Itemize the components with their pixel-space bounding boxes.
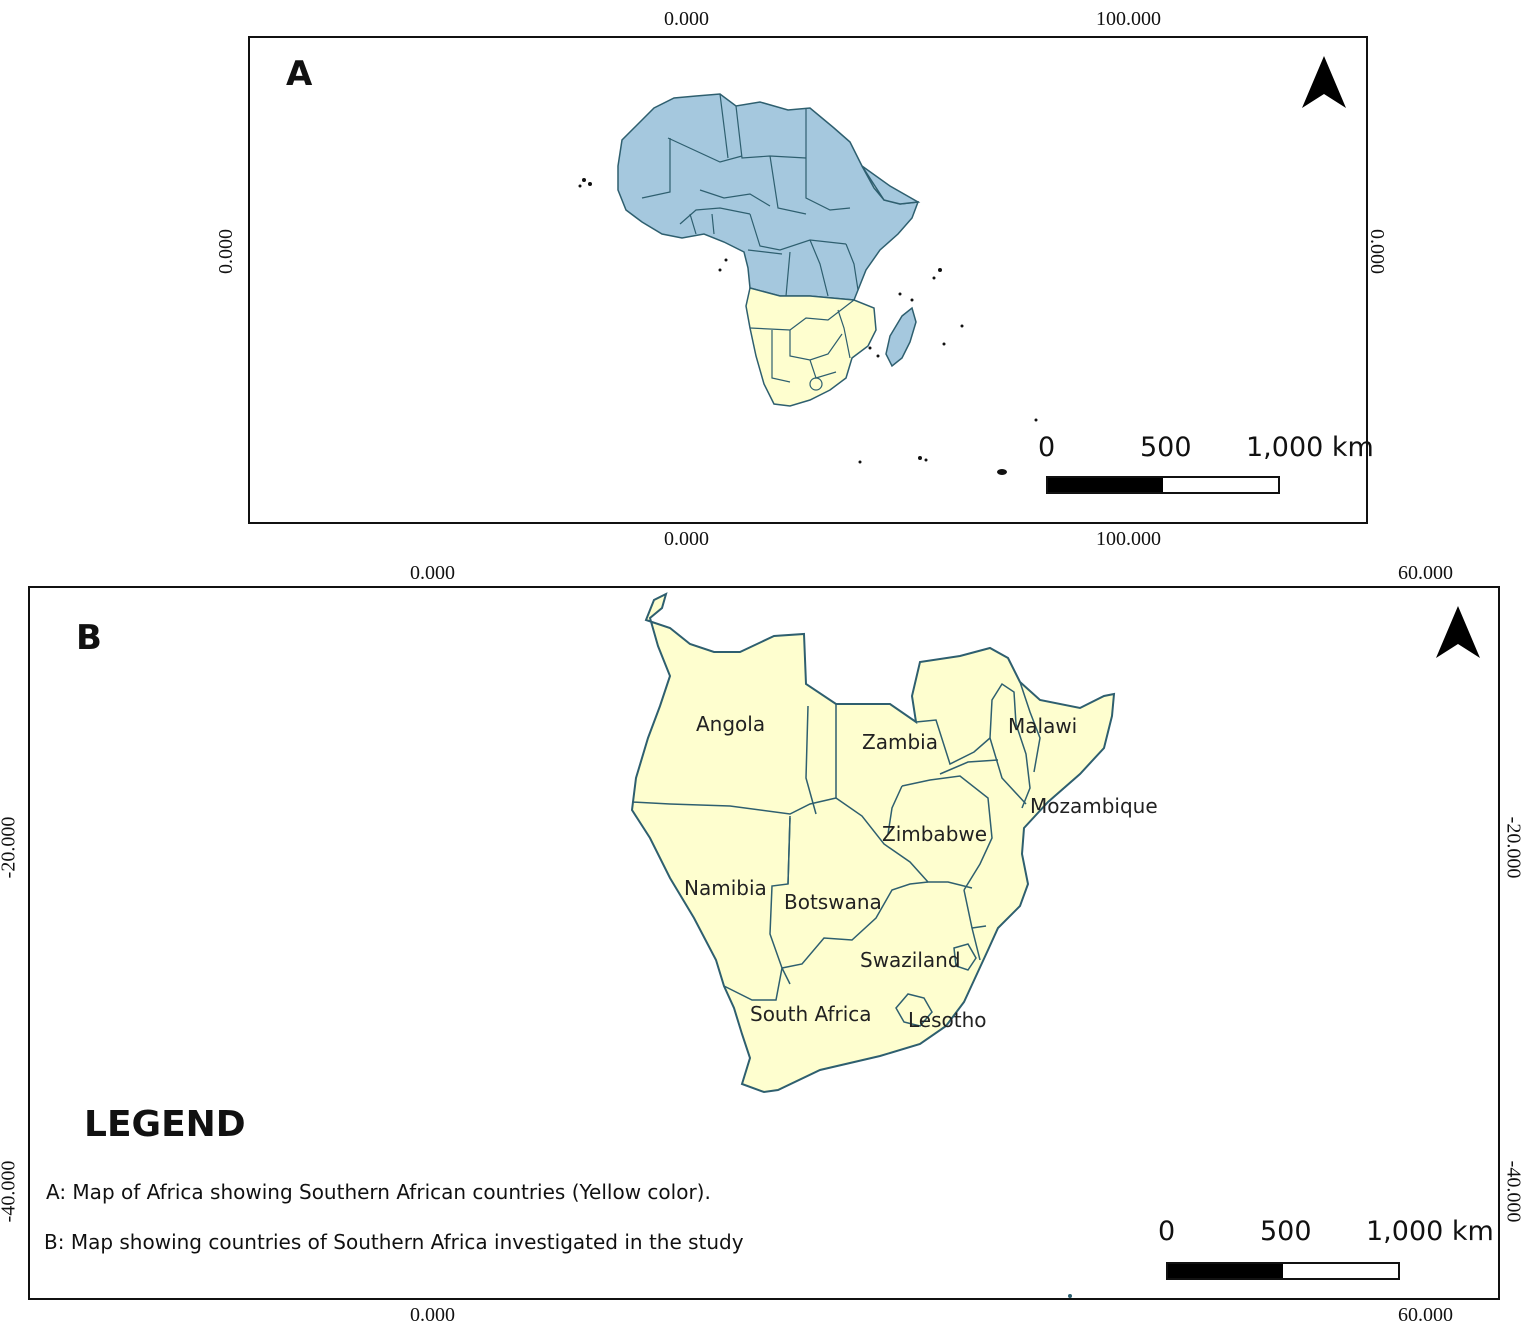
map-a-scale-label-0: 0 xyxy=(1038,432,1056,463)
map-b-panel-label: B xyxy=(76,618,102,658)
label-lesotho: Lesotho xyxy=(908,1008,987,1032)
map-b-scale-label-0: 0 xyxy=(1158,1216,1176,1247)
africa-south-region xyxy=(745,287,877,407)
map-b-right-tick-2: -40.000 xyxy=(1502,1160,1525,1223)
map-a-scale-bar-fill xyxy=(1048,478,1163,492)
map-a-scale-label-1000: 1,000 km xyxy=(1246,432,1374,463)
map-b-bottom-tick-2: 60.000 xyxy=(1398,1304,1453,1326)
map-b-top-tick-1: 0.000 xyxy=(410,562,455,584)
map-b-scale-bar-fill xyxy=(1168,1264,1283,1278)
label-zambia: Zambia xyxy=(862,730,938,754)
map-b-frame: B xyxy=(28,586,1500,1300)
map-a-left-tick: 0.000 xyxy=(215,229,237,274)
map-b-bottom-tick-1: 0.000 xyxy=(410,1304,455,1326)
lesotho-border xyxy=(895,993,933,1027)
map-a-scale-bar xyxy=(1046,476,1280,494)
swaziland-border xyxy=(953,943,977,971)
label-swaziland: Swaziland xyxy=(860,948,961,972)
map-b-scale-bar xyxy=(1166,1262,1400,1280)
legend-line-a: A: Map of Africa showing Southern Africa… xyxy=(46,1180,711,1204)
map-b-left-tick-1: -20.000 xyxy=(0,816,20,879)
label-botswana: Botswana xyxy=(784,890,882,914)
southern-africa-outline xyxy=(630,592,1116,1094)
map-b-southern-africa xyxy=(630,592,1116,1298)
africa-north-region xyxy=(617,93,920,301)
map-b-scale-label-500: 500 xyxy=(1260,1216,1312,1247)
map-a-scale-label-500: 500 xyxy=(1140,432,1192,463)
label-zimbabwe: Zimbabwe xyxy=(882,822,988,846)
map-a-bottom-tick-2: 100.000 xyxy=(1096,528,1161,550)
label-angola: Angola xyxy=(696,712,766,736)
map-b-top-tick-2: 60.000 xyxy=(1398,562,1453,584)
map-a-top-tick-1: 0.000 xyxy=(664,8,709,30)
map-a-panel-label: A xyxy=(286,54,313,94)
madagascar xyxy=(885,306,917,368)
legend-title: LEGEND xyxy=(84,1104,246,1145)
map-a-africa xyxy=(578,93,1038,475)
map-b-right-tick-1: -20.000 xyxy=(1502,816,1525,879)
label-south-africa: South Africa xyxy=(750,1002,872,1026)
label-namibia: Namibia xyxy=(684,876,767,900)
label-malawi: Malawi xyxy=(1008,714,1078,738)
north-arrow-icon xyxy=(1302,56,1346,108)
map-b-scale-label-1000: 1,000 km xyxy=(1366,1216,1494,1247)
map-a-bottom-tick-1: 0.000 xyxy=(664,528,709,550)
map-b-left-tick-2: -40.000 xyxy=(0,1160,20,1223)
legend-line-b: B: Map showing countries of Southern Afr… xyxy=(44,1230,744,1254)
label-mozambique: Mozambique xyxy=(1030,794,1158,818)
north-arrow-icon xyxy=(1436,606,1480,658)
map-a-top-tick-2: 100.000 xyxy=(1096,8,1161,30)
map-a-frame: A xyxy=(248,36,1374,524)
